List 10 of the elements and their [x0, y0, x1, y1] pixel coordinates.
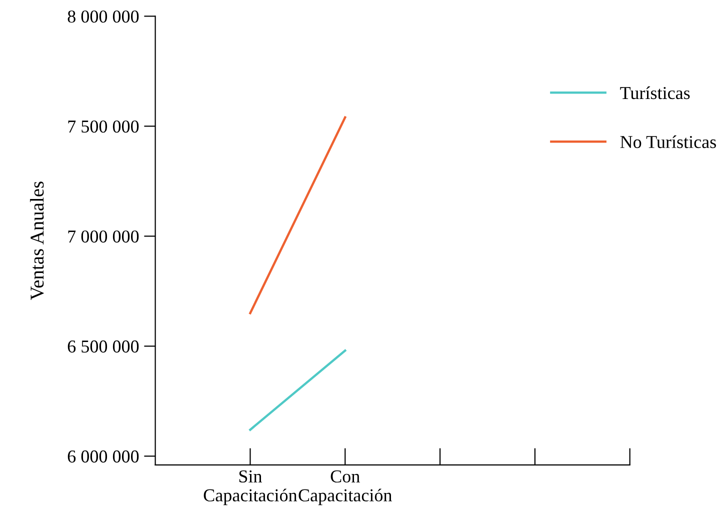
- x-tick-label: Con Capacitación: [298, 470, 392, 506]
- legend-label: No Turísticas: [620, 135, 716, 148]
- y-tick-label: 8 000 000: [68, 10, 139, 23]
- y-tick-label: 7 500 000: [68, 120, 139, 133]
- y-tick-label: 6 000 000: [68, 450, 139, 463]
- x-tick-label: Sin Capacitación: [204, 470, 298, 506]
- legend-label: Turísticas: [620, 86, 690, 100]
- y-tick-label: 7 000 000: [68, 230, 139, 243]
- y-axis-title: Ventas Anuales: [30, 182, 44, 300]
- y-tick-label: 6 500 000: [68, 340, 139, 353]
